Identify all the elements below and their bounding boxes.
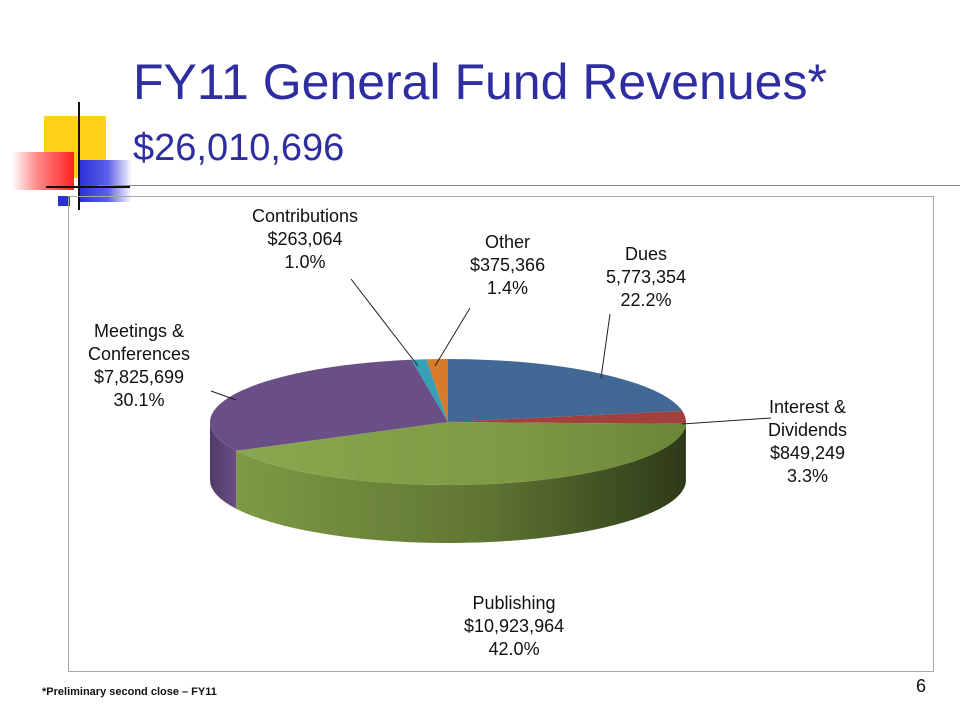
decor-vertical-line	[78, 102, 80, 210]
pie-side-meetings-conferences	[210, 422, 237, 509]
label-publishing: Publishing $10,923,964 42.0%	[464, 593, 565, 659]
slide-subtitle: $26,010,696	[133, 127, 345, 169]
chart-frame	[68, 196, 934, 672]
decor-horizontal-line	[46, 186, 130, 188]
pie-slice-dues	[448, 359, 683, 422]
pie-slice-contributions	[411, 359, 448, 422]
decor-red-square	[12, 152, 74, 190]
leader-line-dues	[600, 313, 611, 379]
label-meetings-conferences: Meetings & Conferences $7,825,699 30.1%	[88, 321, 191, 410]
leader-line-meetings-conferences	[210, 390, 237, 401]
title-rule	[98, 185, 960, 186]
page-number: 6	[916, 676, 927, 696]
label-contributions: Contributions $263,064 1.0%	[252, 206, 359, 272]
pie-slice-other	[426, 359, 448, 422]
decor-small-blue-square	[58, 196, 70, 206]
pie-slice-publishing	[236, 422, 686, 486]
footnote: *Preliminary second close – FY11	[42, 686, 217, 698]
pie-side-publishing	[236, 423, 686, 543]
decor-blue-square	[78, 160, 132, 202]
slide-title: FY11 General Fund Revenues*	[133, 54, 827, 110]
leader-line-contributions	[350, 278, 419, 367]
leader-line-other	[434, 307, 471, 367]
pie-slice-interest-dividends	[448, 410, 686, 424]
label-interest-dividends: Interest & Dividends $849,249 3.3%	[768, 397, 848, 486]
label-dues: Dues 5,773,354 22.2%	[606, 244, 687, 310]
pie-chart	[209, 278, 772, 543]
label-other: Other $375,366 1.4%	[470, 232, 546, 298]
leader-line-interest-dividends	[681, 417, 772, 425]
pie-slice-meetings-conferences	[209, 359, 448, 451]
